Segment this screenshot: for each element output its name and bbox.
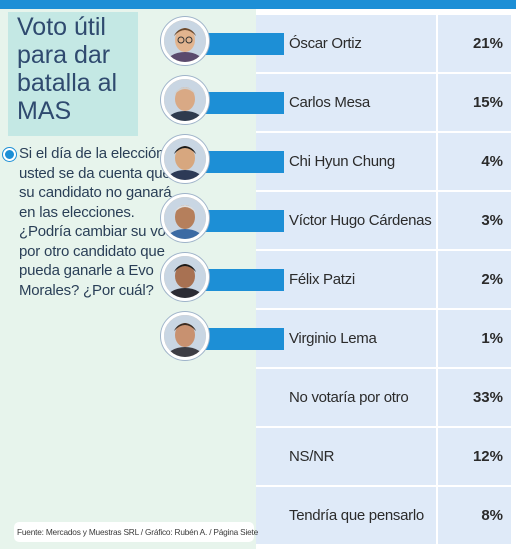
candidate-name: Félix Patzi bbox=[289, 271, 355, 288]
vote-percentage: 8% bbox=[481, 507, 503, 524]
connector-bar bbox=[200, 92, 284, 114]
vote-percentage: 33% bbox=[472, 389, 503, 406]
vote-percentage: 1% bbox=[481, 330, 503, 347]
table-row: Félix Patzi 2% bbox=[256, 251, 511, 308]
candidate-name: Carlos Mesa bbox=[289, 94, 370, 111]
candidate-name: Víctor Hugo Cárdenas bbox=[289, 212, 432, 229]
table-row: Tendría que pensarlo 8% bbox=[256, 487, 511, 544]
table-row: Víctor Hugo Cárdenas 3% bbox=[256, 192, 511, 249]
candidate-name: No votaría por otro bbox=[289, 389, 409, 406]
connector-bar bbox=[200, 328, 284, 350]
table-row: Óscar Ortiz 21% bbox=[256, 15, 511, 72]
table-row: No votaría por otro 33% bbox=[256, 369, 511, 426]
vote-percentage: 2% bbox=[481, 271, 503, 288]
table-row: Virginio Lema 1% bbox=[256, 310, 511, 367]
vote-percentage: 15% bbox=[472, 94, 503, 111]
survey-question: Si el día de la elección usted se da cue… bbox=[19, 145, 178, 299]
candidate-name: Óscar Ortiz bbox=[289, 35, 362, 52]
connector-bar bbox=[200, 151, 284, 173]
top-accent-bar bbox=[0, 0, 516, 9]
table-row: Chi Hyun Chung 4% bbox=[256, 133, 511, 190]
vote-percentage: 4% bbox=[481, 153, 503, 170]
page-title: Voto útil para dar batalla al MAS bbox=[17, 13, 118, 125]
table-row: NS/NR 12% bbox=[256, 428, 511, 485]
vote-percentage: 12% bbox=[472, 448, 503, 465]
bullet-icon bbox=[3, 148, 16, 161]
connector-bar bbox=[200, 269, 284, 291]
candidate-name: NS/NR bbox=[289, 448, 335, 465]
candidate-name: Chi Hyun Chung bbox=[289, 153, 395, 170]
connector-bar bbox=[200, 33, 284, 55]
candidate-name: Virginio Lema bbox=[289, 330, 377, 347]
title-box bbox=[8, 12, 138, 136]
portrait-young-icon bbox=[161, 253, 209, 301]
candidate-name: Tendría que pensarlo bbox=[289, 507, 424, 524]
portrait-glasses-icon bbox=[161, 17, 209, 65]
portrait-elder-icon bbox=[161, 194, 209, 242]
portrait-gray-hair-icon bbox=[161, 76, 209, 124]
connector-bar bbox=[200, 210, 284, 232]
vote-percentage: 21% bbox=[472, 35, 503, 52]
column-divider bbox=[436, 9, 438, 549]
vote-percentage: 3% bbox=[481, 212, 503, 229]
table-row: Carlos Mesa 15% bbox=[256, 74, 511, 131]
portrait-dark-hair-icon bbox=[161, 135, 209, 183]
portrait-bald-icon bbox=[161, 312, 209, 360]
source-credit: Fuente: Mercados y Muestras SRL / Gráfic… bbox=[14, 522, 258, 542]
